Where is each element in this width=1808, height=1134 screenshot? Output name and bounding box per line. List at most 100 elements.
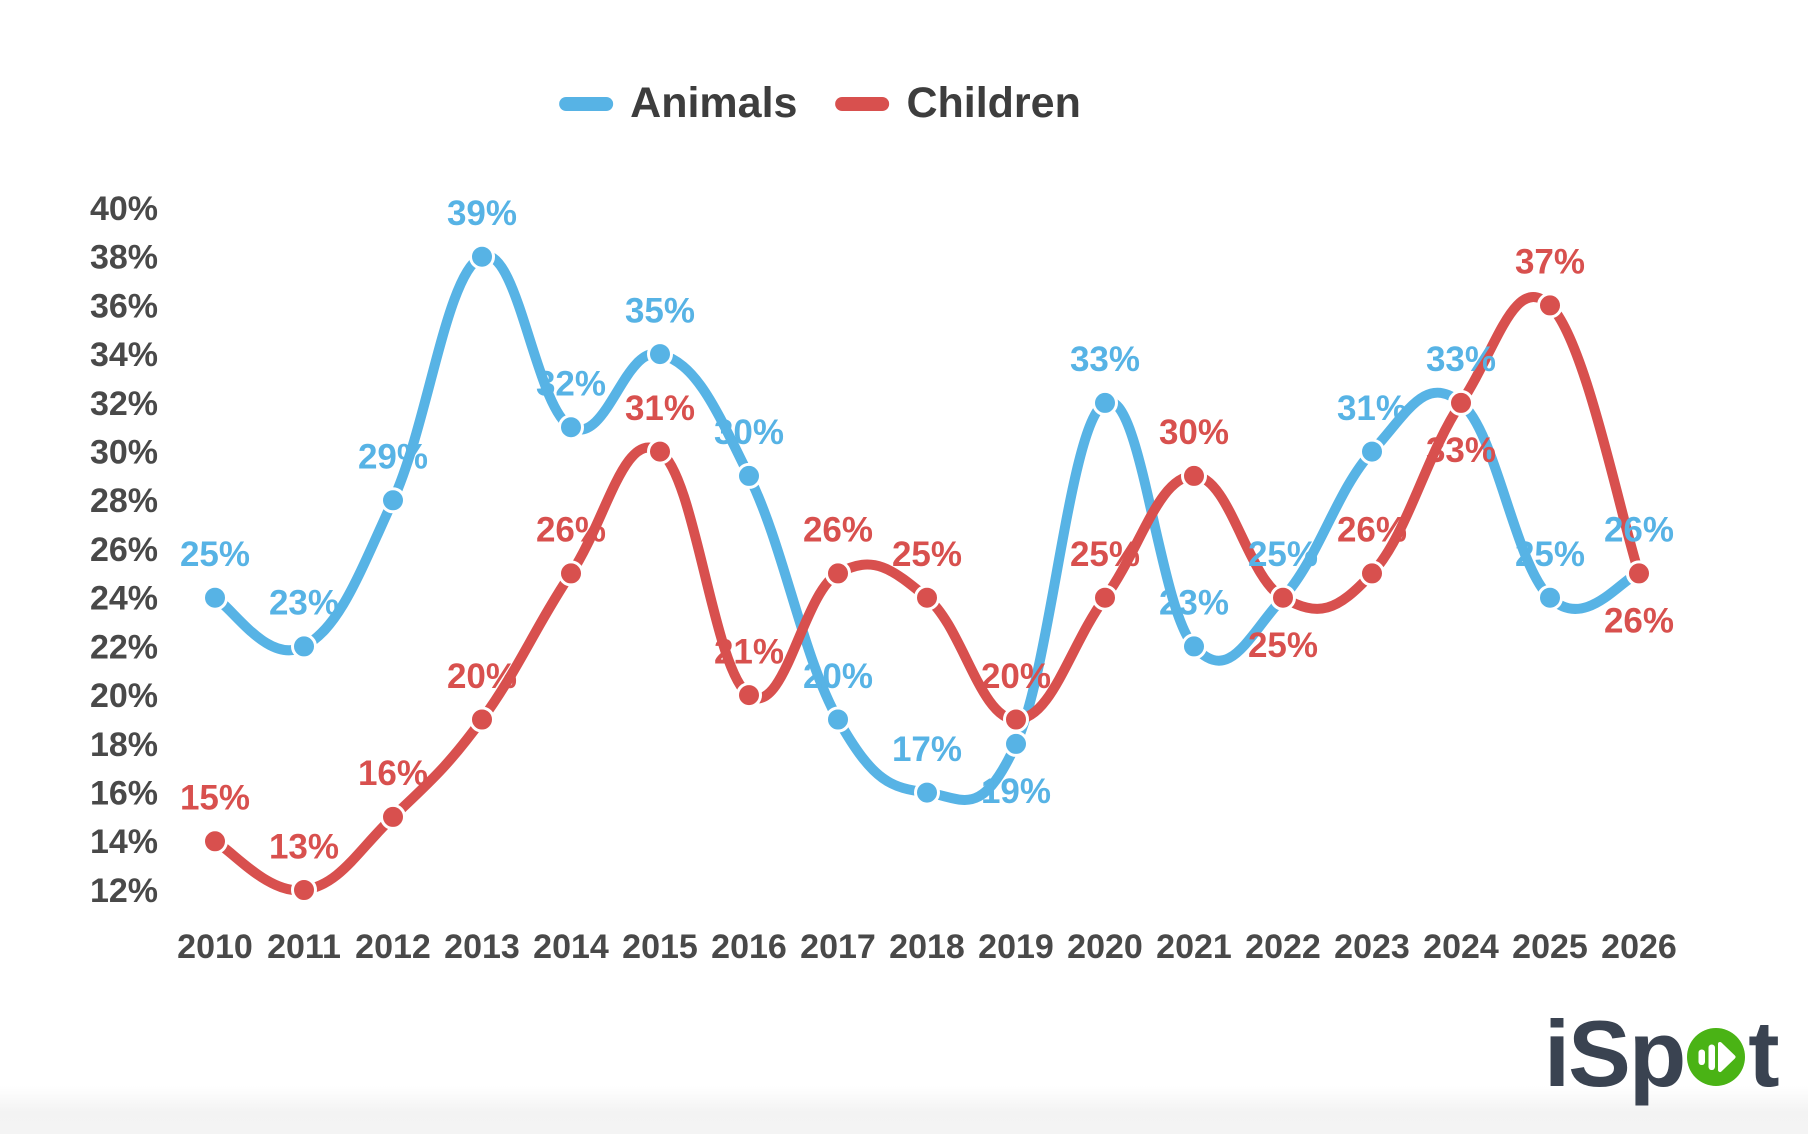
point-label: 26%: [536, 511, 606, 550]
point-label: 15%: [180, 779, 250, 818]
y-tick-label: 12%: [90, 872, 158, 910]
data-point-animals-2015[interactable]: [647, 341, 673, 368]
y-tick-label: 14%: [90, 823, 158, 861]
data-point-animals-2019[interactable]: [1003, 730, 1029, 757]
x-tick-label: 2012: [355, 928, 431, 966]
point-label: 20%: [981, 657, 1051, 696]
data-point-children-2016[interactable]: [736, 682, 762, 709]
data-point-children-2020[interactable]: [1092, 584, 1118, 611]
legend-swatch-children: [835, 96, 890, 111]
legend-label-animals: Animals: [630, 79, 798, 127]
data-point-children-2022[interactable]: [1270, 584, 1296, 611]
y-tick-label: 34%: [90, 336, 158, 374]
point-label: 13%: [269, 827, 339, 866]
point-label: 26%: [1604, 511, 1674, 550]
labels-animals: 25% 23% 29% 39% 32% 35% 30% 20% 17% 19% 33% 23% 25% 3…: [180, 194, 1674, 811]
point-label: 33%: [1426, 431, 1496, 470]
y-tick-label: 16%: [90, 775, 158, 813]
data-point-children-2024[interactable]: [1448, 389, 1474, 416]
data-point-animals-2010[interactable]: [202, 584, 228, 611]
play-icon: [1687, 1028, 1746, 1086]
point-label: 23%: [1159, 584, 1229, 623]
data-point-children-2015[interactable]: [647, 438, 673, 465]
data-point-animals-2020[interactable]: [1092, 389, 1118, 416]
x-tick-label: 2013: [444, 928, 520, 966]
data-point-animals-2014[interactable]: [558, 414, 584, 441]
x-axis-labels: 2010 2011 2012 2013 2014 2015 2016 2017 2018 2019…: [177, 928, 1677, 966]
series-children: [202, 292, 1652, 903]
data-point-animals-2011[interactable]: [291, 633, 317, 660]
data-point-children-2025[interactable]: [1537, 292, 1563, 319]
x-tick-label: 2020: [1067, 928, 1143, 966]
labels-children: 15% 13% 16% 20% 26% 31% 21% 26% 25% 20% 25% 30% 25% 2…: [180, 243, 1674, 867]
x-tick-label: 2024: [1423, 928, 1499, 966]
data-point-animals-2016[interactable]: [736, 462, 762, 489]
y-tick-label: 24%: [90, 580, 158, 618]
x-tick-label: 2014: [533, 928, 609, 966]
y-tick-label: 18%: [90, 726, 158, 764]
data-point-children-2013[interactable]: [469, 706, 495, 733]
point-label: 25%: [180, 535, 250, 574]
y-tick-label: 28%: [90, 482, 158, 520]
point-label: 19%: [981, 772, 1051, 811]
data-point-children-2010[interactable]: [202, 828, 228, 855]
data-point-children-2021[interactable]: [1181, 462, 1207, 489]
data-point-children-2019[interactable]: [1003, 706, 1029, 733]
point-label: 26%: [1604, 602, 1674, 641]
data-point-animals-2012[interactable]: [380, 487, 406, 514]
point-label: 25%: [1248, 626, 1318, 665]
data-point-children-2018[interactable]: [914, 584, 940, 611]
point-label: 25%: [1515, 535, 1585, 574]
x-tick-label: 2011: [267, 928, 341, 966]
legend-swatch-animals: [559, 96, 614, 111]
y-tick-label: 38%: [90, 239, 158, 277]
y-tick-label: 30%: [90, 434, 158, 472]
point-label: 35%: [625, 291, 695, 330]
legend-item-animals[interactable]: Animals: [559, 82, 797, 125]
data-point-animals-2025[interactable]: [1537, 584, 1563, 611]
bottom-edge-band: [0, 1086, 1808, 1134]
logo-text-prefix: iSp: [1544, 1001, 1686, 1106]
point-label: 17%: [892, 730, 962, 769]
x-tick-label: 2010: [177, 928, 253, 966]
legend-item-children[interactable]: Children: [835, 82, 1081, 125]
point-label: 25%: [892, 535, 962, 574]
x-tick-label: 2015: [622, 928, 698, 966]
x-tick-label: 2021: [1156, 928, 1232, 966]
point-label: 37%: [1515, 243, 1585, 282]
point-label: 25%: [1070, 535, 1140, 574]
data-point-animals-2021[interactable]: [1181, 633, 1207, 660]
data-point-children-2014[interactable]: [558, 560, 584, 587]
data-point-children-2026[interactable]: [1626, 560, 1652, 587]
data-point-animals-2023[interactable]: [1359, 438, 1385, 465]
x-tick-label: 2017: [800, 928, 876, 966]
y-tick-label: 40%: [90, 190, 158, 228]
y-tick-label: 32%: [90, 385, 158, 423]
point-label: 23%: [269, 584, 339, 623]
point-label: 26%: [1337, 511, 1407, 550]
x-tick-label: 2019: [978, 928, 1054, 966]
point-label: 33%: [1070, 340, 1140, 379]
x-tick-label: 2016: [711, 928, 787, 966]
data-point-animals-2018[interactable]: [914, 779, 940, 806]
x-tick-label: 2022: [1245, 928, 1321, 966]
data-point-animals-2013[interactable]: [469, 243, 495, 270]
y-tick-label: 20%: [90, 677, 158, 715]
data-point-children-2012[interactable]: [380, 803, 406, 830]
x-tick-label: 2023: [1334, 928, 1410, 966]
point-label: 32%: [536, 364, 606, 403]
point-label: 29%: [358, 438, 428, 477]
point-label: 21%: [714, 632, 784, 671]
data-point-children-2023[interactable]: [1359, 560, 1385, 587]
point-label: 16%: [358, 754, 428, 793]
data-point-children-2011[interactable]: [291, 877, 317, 903]
x-tick-label: 2026: [1601, 928, 1677, 966]
data-point-children-2017[interactable]: [825, 560, 851, 587]
y-axis-labels: 40% 38% 36% 34% 32% 30% 28% 26% 24% 22% 20% 18% 16% 1…: [90, 190, 158, 910]
data-point-animals-2017[interactable]: [825, 706, 851, 733]
logo-text-suffix: t: [1748, 1001, 1779, 1106]
series-animals: [202, 243, 1652, 806]
legend: Animals Children: [559, 82, 1081, 125]
point-label: 39%: [447, 194, 517, 233]
